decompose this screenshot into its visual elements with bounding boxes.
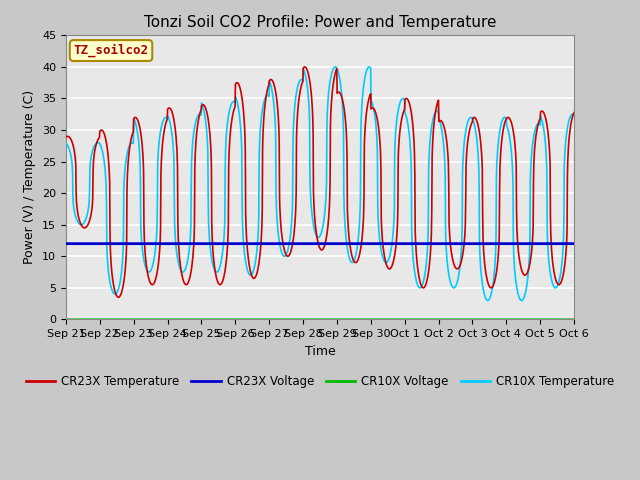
X-axis label: Time: Time [305, 345, 335, 358]
Y-axis label: Power (V) / Temperature (C): Power (V) / Temperature (C) [24, 90, 36, 264]
Legend: CR23X Temperature, CR23X Voltage, CR10X Voltage, CR10X Temperature: CR23X Temperature, CR23X Voltage, CR10X … [21, 371, 619, 393]
Title: Tonzi Soil CO2 Profile: Power and Temperature: Tonzi Soil CO2 Profile: Power and Temper… [144, 15, 496, 30]
Text: TZ_soilco2: TZ_soilco2 [74, 44, 148, 57]
